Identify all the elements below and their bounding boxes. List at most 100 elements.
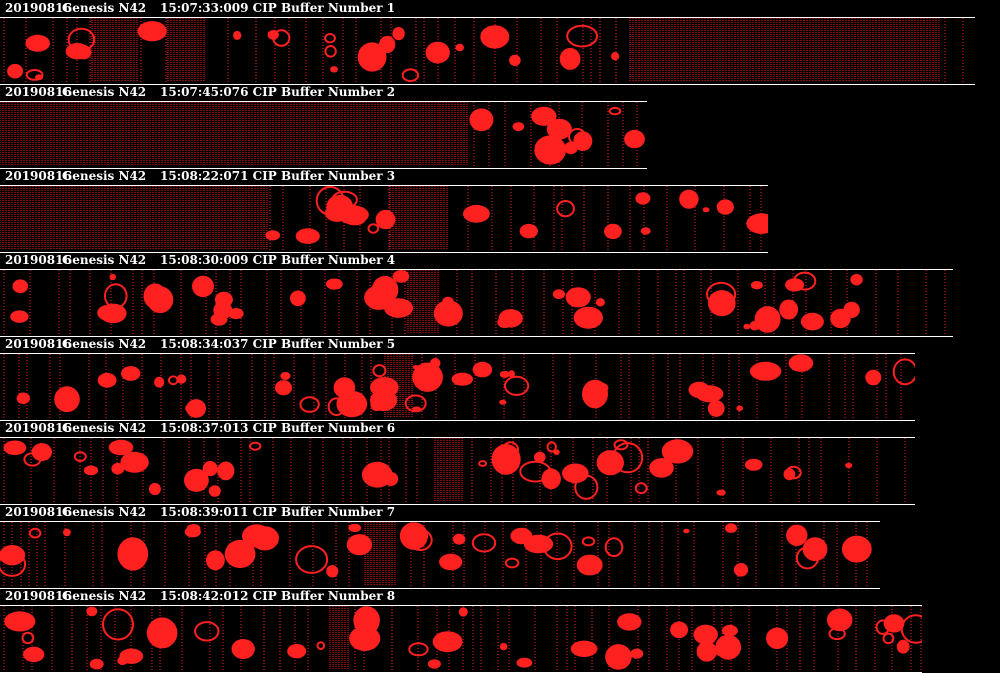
particle-image	[683, 528, 690, 534]
particle-image	[882, 632, 895, 645]
particle-image	[785, 465, 802, 480]
particle-image	[892, 358, 915, 386]
probe-name: Genesis N42	[62, 505, 147, 519]
particle-image	[111, 462, 125, 475]
particle-image	[566, 24, 598, 48]
particle-image	[23, 646, 45, 663]
probe-name: Genesis N42	[62, 589, 147, 603]
particle-image	[295, 228, 320, 244]
particle-image	[670, 621, 689, 639]
particle-image	[375, 209, 396, 230]
particle-image	[348, 523, 362, 533]
particle-image	[534, 451, 546, 463]
particle-image	[31, 443, 52, 462]
particle-image	[596, 450, 624, 476]
buffer-timestamp-label: 15:08:37:013 CIP Buffer Number 6	[160, 421, 396, 435]
particle-image	[154, 376, 165, 388]
buffer-timestamp-label: 15:08:30:009 CIP Buffer Number 4	[160, 253, 396, 267]
particle-image	[265, 230, 281, 241]
particle-image	[25, 34, 50, 52]
particle-image	[649, 458, 674, 478]
particle-image	[451, 372, 473, 386]
particle-image	[785, 278, 805, 292]
particle-image	[534, 135, 567, 165]
particle-image	[176, 374, 187, 384]
particle-image	[370, 377, 399, 398]
particle-image	[202, 461, 218, 477]
particle-image	[679, 189, 699, 209]
particle-image	[392, 270, 410, 283]
particle-image	[330, 66, 338, 73]
particle-image	[137, 21, 167, 42]
particle-image	[896, 639, 910, 654]
probe-name: Genesis N42	[62, 253, 147, 267]
particle-image-strip[interactable]	[0, 17, 975, 85]
particle-image	[208, 485, 221, 497]
particle-image-strip[interactable]	[0, 101, 647, 169]
probe-name: Genesis N42	[62, 421, 147, 435]
particle-image	[491, 444, 521, 475]
particle-image	[556, 200, 575, 218]
particle-image	[749, 361, 782, 381]
particle-image-canvas	[3, 354, 915, 418]
particle-image	[401, 68, 420, 82]
particle-image	[249, 441, 262, 451]
particle-image	[99, 303, 127, 324]
particle-image	[512, 122, 525, 132]
particle-image	[392, 27, 405, 41]
particle-image	[371, 275, 399, 304]
particle-image-strip[interactable]	[0, 185, 768, 253]
particle-image	[63, 528, 71, 537]
particle-image	[611, 52, 620, 61]
particle-image	[480, 25, 510, 49]
particle-image	[617, 613, 642, 631]
particle-image	[228, 308, 244, 320]
particle-image	[754, 306, 781, 333]
particle-image	[192, 275, 214, 298]
particle-image	[295, 545, 329, 574]
particle-image	[865, 369, 882, 386]
particle-image	[595, 298, 605, 307]
particle-image	[695, 385, 724, 403]
particle-image	[502, 441, 519, 459]
particle-image	[12, 279, 29, 294]
particle-image	[0, 545, 26, 566]
particle-image	[4, 611, 36, 632]
particle-image-canvas	[3, 270, 946, 334]
particle-image-strip[interactable]	[0, 269, 953, 337]
particle-image	[333, 377, 356, 399]
particle-image	[708, 290, 736, 317]
particle-image	[148, 482, 161, 496]
particle-image-strip[interactable]	[0, 605, 922, 673]
particle-image-strip[interactable]	[0, 437, 915, 505]
particle-image	[826, 608, 853, 632]
particle-image	[357, 42, 387, 72]
particle-image	[433, 300, 463, 327]
particle-image	[721, 624, 738, 637]
particle-image	[736, 405, 744, 411]
particle-image-strip[interactable]	[0, 521, 880, 589]
particle-image	[523, 534, 554, 554]
particle-image	[661, 439, 694, 464]
particle-image	[604, 223, 622, 240]
particle-image	[707, 400, 725, 417]
particle-image	[883, 614, 905, 633]
particle-image	[499, 642, 508, 651]
particle-image-strip[interactable]	[0, 353, 915, 421]
particle-image	[432, 631, 463, 653]
particle-image	[788, 354, 814, 372]
particle-image	[412, 362, 443, 392]
particle-image	[564, 141, 578, 155]
particle-image	[404, 394, 427, 413]
particle-image-canvas	[3, 606, 922, 670]
particle-image	[439, 553, 463, 571]
particle-image	[746, 213, 768, 234]
particle-image	[509, 54, 521, 66]
particle-image	[429, 358, 441, 369]
probe-name: Genesis N42	[62, 85, 147, 99]
particle-image	[194, 621, 220, 642]
particle-image	[272, 29, 291, 47]
particle-image	[121, 366, 141, 381]
particle-image	[73, 451, 87, 463]
particle-image	[408, 529, 433, 551]
